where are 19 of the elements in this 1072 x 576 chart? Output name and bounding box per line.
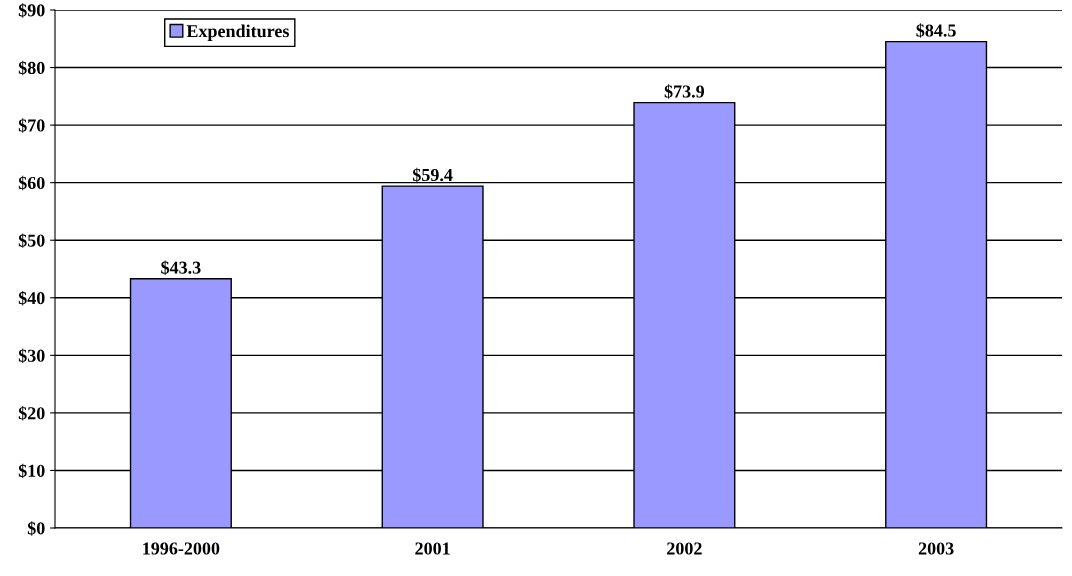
y-tick-label: $10 <box>18 463 45 479</box>
y-tick-label: $80 <box>18 60 45 76</box>
data-label: $43.3 <box>161 260 201 275</box>
y-tick-label: $50 <box>18 233 45 248</box>
y-tick-label: $20 <box>18 406 45 421</box>
y-tick-label: $60 <box>18 175 45 191</box>
y-tick-label: $70 <box>18 118 45 133</box>
legend-label: Expenditures <box>186 24 289 41</box>
data-label: $59.4 <box>412 167 453 183</box>
y-tick-label: $90 <box>18 3 45 18</box>
x-tick-label: 2003 <box>918 542 954 555</box>
x-tick-label: 1996-2000 <box>143 542 220 555</box>
y-tick-label: $40 <box>18 290 45 306</box>
y-tick-label: $0 <box>27 521 45 536</box>
y-tick-label: $30 <box>18 348 45 363</box>
data-label: $73.9 <box>664 84 705 99</box>
x-tick-label: 2001 <box>415 542 450 555</box>
data-label: $84.5 <box>916 23 956 38</box>
x-tick-label: 2002 <box>667 542 702 555</box>
